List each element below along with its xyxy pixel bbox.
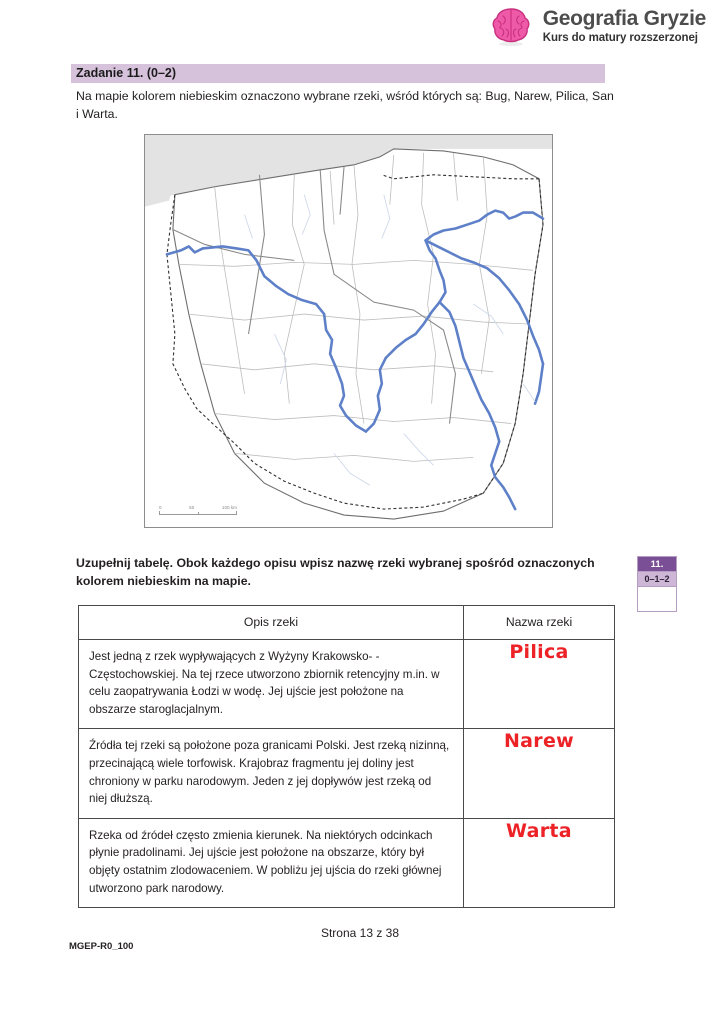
page-number: Strona 13 z 38 [320, 926, 400, 940]
scale-mid-label: 50 [189, 505, 195, 510]
scale-end-label: 100 km [221, 505, 237, 510]
column-header-description: Opis rzeki [78, 605, 464, 640]
river-description: Rzeka od źródeł często zmienia kierunek.… [78, 817, 464, 909]
river-answer[interactable]: Pilica [463, 638, 615, 730]
brand-header: Geografia Gryzie Kurs do matury rozszerz… [489, 4, 706, 48]
scale-start-label: 0 [159, 505, 162, 510]
document-code: MGEP-R0_100 [69, 941, 134, 952]
brand-title: Geografia Gryzie [542, 6, 707, 30]
river-description: Źródła tej rzeki są położone poza granic… [78, 728, 464, 819]
map-graphic [145, 135, 552, 520]
table-header-row: Opis rzeki Nazwa rzeki [78, 605, 615, 640]
task-intro-text: Na mapie kolorem niebieskim oznaczono wy… [76, 89, 614, 122]
table-instruction-text: Uzupełnij tabelę. Obok każdego opisu wpi… [76, 556, 595, 589]
rivers-table: Opis rzeki Nazwa rzeki Jest jedną z rzek… [78, 605, 615, 909]
score-task-number: 11. [638, 557, 676, 571]
scalebar-line [159, 511, 237, 515]
poland-rivers-map: 0 50 100 km [144, 134, 553, 528]
brand-subtitle: Kurs do matury rozszerzonej [542, 31, 698, 44]
score-entry-field[interactable] [638, 586, 676, 611]
map-scalebar: 0 50 100 km [159, 505, 237, 515]
table-row: Jest jedną z rzek wypływających z Wyżyny… [78, 638, 615, 730]
table-row: Rzeka od źródeł często zmienia kierunek.… [78, 817, 615, 909]
task-heading-text: Zadanie 11. (0–2) [76, 66, 177, 80]
table-row: Źródła tej rzeki są położone poza granic… [78, 728, 615, 819]
river-description: Jest jedną z rzek wypływających z Wyżyny… [78, 638, 464, 730]
score-points-range: 0–1–2 [638, 571, 676, 586]
column-header-name: Nazwa rzeki [463, 605, 615, 640]
task-heading-band: Zadanie 11. (0–2) [71, 64, 605, 83]
river-answer[interactable]: Narew [463, 728, 615, 819]
river-answer[interactable]: Warta [463, 817, 615, 909]
brain-icon [492, 8, 530, 46]
score-box: 11. 0–1–2 [637, 556, 677, 612]
